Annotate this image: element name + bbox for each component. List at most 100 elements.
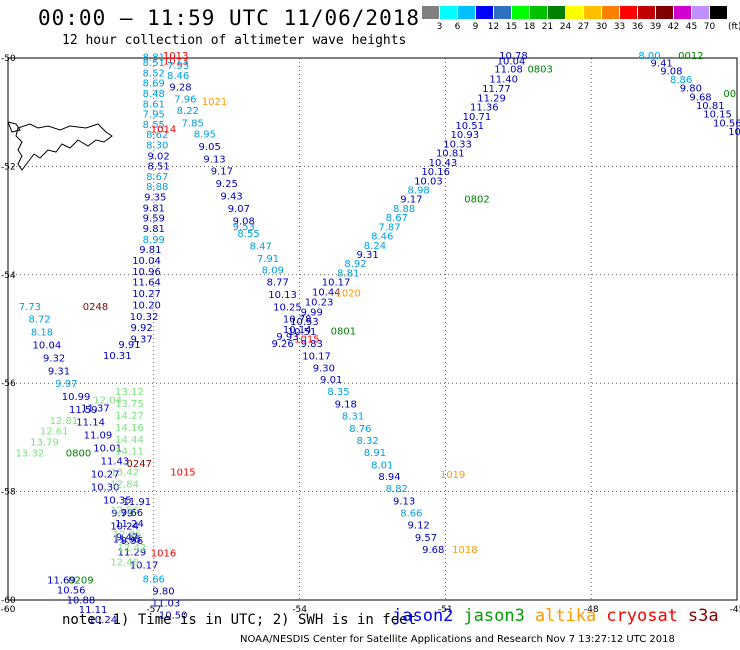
wave-height-label: 10.04 xyxy=(497,57,526,68)
wave-height-label: 9.30 xyxy=(313,363,335,374)
wave-height-label: 13.75 xyxy=(115,399,144,410)
wave-height-label: 14.11 xyxy=(115,447,144,458)
wave-height-label: 10.17 xyxy=(130,561,159,572)
wave-height-label: 10.51 xyxy=(455,121,484,132)
wave-height-label: 9.37 xyxy=(131,335,153,346)
scale-swatch xyxy=(440,6,457,19)
scale-swatch xyxy=(602,6,619,19)
scale-label: 15 xyxy=(505,22,518,32)
wave-height-label: 9.96 xyxy=(121,536,143,547)
wave-height-label: 12.84 xyxy=(110,479,139,490)
wave-height-label: 9.18 xyxy=(335,400,357,411)
wave-height-label: 8.47 xyxy=(250,241,272,252)
wave-height-label: 11.08 xyxy=(494,65,523,76)
scale-swatch xyxy=(656,6,673,19)
wave-height-label: 11.09 xyxy=(84,430,113,441)
wave-height-label: 9.35 xyxy=(144,193,166,204)
wave-height-label: 9.99 xyxy=(301,307,323,318)
wave-height-label: 10.01 xyxy=(93,443,122,454)
wave-height-label: 8.66 xyxy=(143,575,165,586)
wave-height-label: 11.59 xyxy=(69,405,98,416)
wave-height-label: 8.51 xyxy=(143,58,165,69)
wave-height-label: 10.04 xyxy=(33,341,62,352)
wave-height-label: 11.37 xyxy=(81,403,110,414)
wave-height-label: 0800 xyxy=(66,448,91,459)
wave-height-label: 8.81 xyxy=(337,268,359,279)
wave-height-label: 10.88 xyxy=(67,595,96,606)
wave-height-label: 8.92 xyxy=(344,259,366,270)
wave-height-label: 8.88 xyxy=(146,182,168,193)
wave-height-label: 12.42 xyxy=(118,543,147,554)
wave-height-label: 13.32 xyxy=(16,448,45,459)
wave-height-label: 10.17 xyxy=(302,351,331,362)
wave-height-label: 12.46 xyxy=(110,557,139,568)
wave-height-label: 0247 xyxy=(126,459,151,470)
wave-height-label: 7.91 xyxy=(257,254,279,265)
wave-height-label: 10.23 xyxy=(305,298,334,309)
scale-label: 27 xyxy=(577,22,590,32)
legend-altika: altika xyxy=(534,606,597,626)
wave-height-label: 9.07 xyxy=(228,204,250,215)
wave-height-label: 8.86 xyxy=(670,75,692,86)
wave-height-label: 0801 xyxy=(331,326,356,337)
scale-label: 18 xyxy=(523,22,536,32)
wave-height-label: 8.66 xyxy=(400,509,422,520)
wave-height-label: 9.66 xyxy=(121,508,143,519)
wave-height-label: 11.29 xyxy=(477,93,506,104)
y-tick-label: -58 xyxy=(1,488,16,498)
wave-height-label: 8.35 xyxy=(327,387,349,398)
wave-height-label: 1013 xyxy=(163,51,188,62)
wave-height-label: 9.57 xyxy=(415,533,437,544)
wave-height-label: 8.55 xyxy=(143,120,165,131)
wave-height-label: 9.31 xyxy=(357,250,379,261)
wave-height-label: 14.27 xyxy=(115,411,144,422)
wave-height-label: 10.33 xyxy=(443,139,472,150)
wave-height-label: 9.41 xyxy=(651,59,673,70)
wave-height-label: 1015 xyxy=(170,467,195,478)
wave-height-label: 10.15 xyxy=(703,110,732,121)
wave-height-label: 10.71 xyxy=(463,112,492,123)
scale-label: 12 xyxy=(487,22,500,32)
wave-height-label: 11.03 xyxy=(152,599,181,610)
scale-swatch xyxy=(638,6,655,19)
wave-height-label: 0209 xyxy=(68,576,93,587)
wave-height-label: 8.24 xyxy=(364,241,386,252)
scale-label: 42 xyxy=(667,22,680,32)
wave-height-label: 10.56 xyxy=(713,118,740,129)
wave-height-label: 12.81 xyxy=(50,416,79,427)
wave-height-label: 12.61 xyxy=(40,427,69,438)
wave-height-label: 7.95 xyxy=(143,110,165,121)
wave-height-label: 11.95 xyxy=(113,535,142,546)
wave-height-label: 10.13 xyxy=(268,290,297,301)
wave-height-label: 8.48 xyxy=(143,89,165,100)
wave-height-label: 8.18 xyxy=(31,328,53,339)
wave-height-label: 9.17 xyxy=(211,167,233,178)
scale-label: 30 xyxy=(595,22,608,32)
wave-height-label: 14.16 xyxy=(115,423,144,434)
wave-height-label: 8.77 xyxy=(267,278,289,289)
wave-height-label: 10.24 xyxy=(110,522,139,533)
wave-height-label: 8.09 xyxy=(262,266,284,277)
wave-height-label: 9.12 xyxy=(408,520,430,531)
wave-height-label: 8.31 xyxy=(342,412,364,423)
wave-height-label: 10.81 xyxy=(436,149,465,160)
wave-height-label: 8.00 xyxy=(638,51,660,62)
wave-height-label: 8.62 xyxy=(146,130,168,141)
y-tick-label: -54 xyxy=(1,271,16,281)
wave-height-label: 8.91 xyxy=(364,448,386,459)
wave-height-label: 10.16 xyxy=(421,167,450,178)
wave-height-label: 1016 xyxy=(151,549,176,560)
wave-height-label: 9.81 xyxy=(143,224,165,235)
wave-height-label: 9.81 xyxy=(139,245,161,256)
wave-height-label: 9.92 xyxy=(131,323,153,334)
wave-height-label: 9.08 xyxy=(660,66,682,77)
scale-label: 39 xyxy=(649,22,662,32)
wave-height-label: 10.50 xyxy=(159,610,188,621)
satellite-legend: jason2 jason3 altika cryosat s3a xyxy=(392,606,729,626)
wave-height-label: 8.72 xyxy=(28,314,50,325)
scale-swatch xyxy=(530,6,547,19)
wave-height-label: 11.11 xyxy=(79,605,108,616)
scale-label: 6 xyxy=(454,22,461,32)
wave-height-label: 9.13 xyxy=(203,155,225,166)
wave-height-label: 10.78 xyxy=(283,314,312,325)
